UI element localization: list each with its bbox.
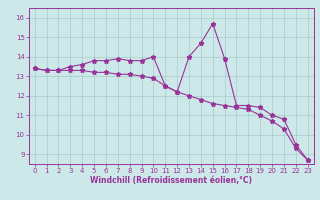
X-axis label: Windchill (Refroidissement éolien,°C): Windchill (Refroidissement éolien,°C): [90, 176, 252, 185]
